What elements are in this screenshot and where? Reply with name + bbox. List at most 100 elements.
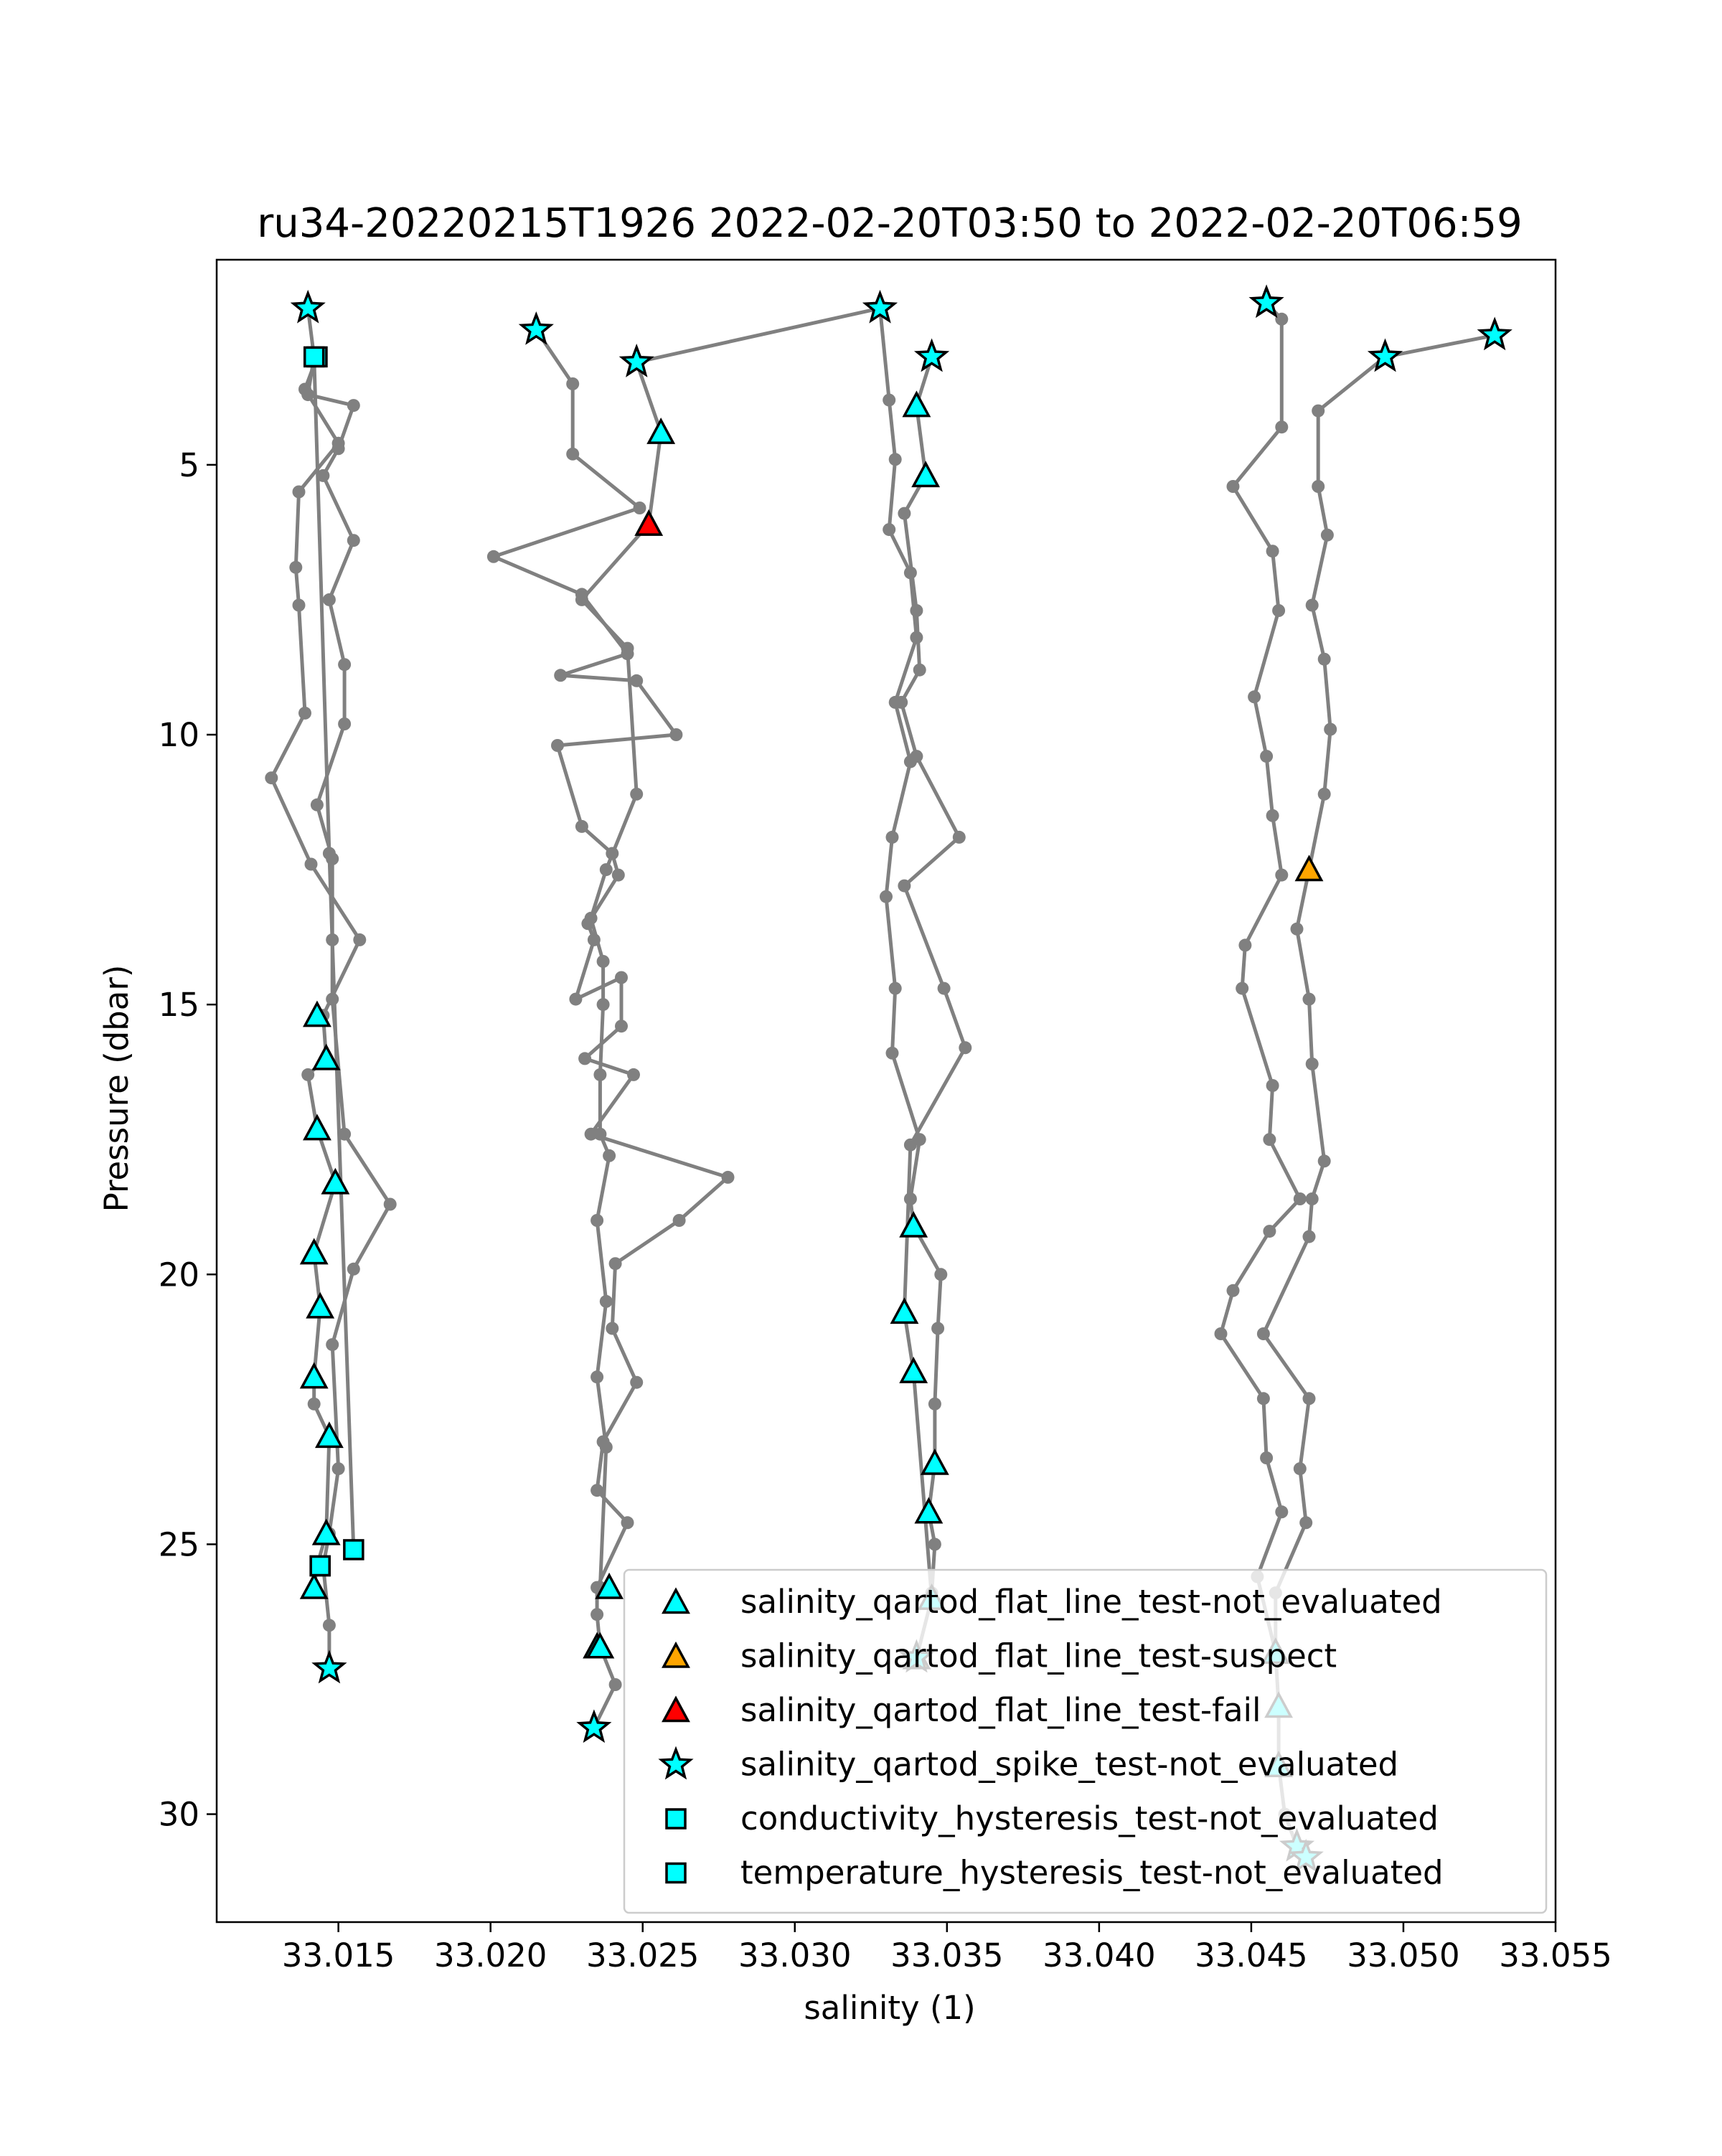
- profile-point: [599, 1441, 613, 1454]
- profile-point: [903, 1138, 917, 1152]
- profile-point: [952, 830, 966, 844]
- profile-point: [630, 674, 644, 687]
- profile-point: [621, 1516, 634, 1530]
- profile-point: [322, 593, 336, 606]
- profile-point: [298, 706, 311, 720]
- legend-item: salinity_qartod_flat_line_test-suspect: [662, 1637, 1337, 1675]
- profile-point: [895, 695, 908, 709]
- profile-point: [633, 502, 646, 514]
- profile-point: [1305, 598, 1319, 612]
- profile-point: [1236, 982, 1249, 995]
- profile-point: [1312, 480, 1325, 493]
- profile-point: [292, 598, 306, 612]
- chart-title: ru34-20220215T1926 2022-02-20T03:50 to 2…: [257, 200, 1522, 247]
- x-axis-label: salinity (1): [804, 1989, 975, 2027]
- profile-point: [591, 1484, 604, 1497]
- x-tick-label: 33.025: [586, 1936, 699, 1974]
- profile-point: [608, 1678, 622, 1691]
- series-6-markers: [303, 346, 331, 1577]
- triangle-marker: [1294, 855, 1324, 882]
- legend-item: salinity_qartod_flat_line_test-fail: [662, 1691, 1261, 1729]
- profile-point: [883, 523, 896, 537]
- legend-triangle-icon: [662, 1641, 690, 1668]
- profile-point: [338, 658, 352, 672]
- triangle-marker: [311, 1518, 341, 1545]
- profile-point: [1260, 1451, 1274, 1464]
- profile-point: [298, 382, 311, 396]
- x-axis-ticks: 33.015 33.020 33.025 33.030 33.035 33.040 33.0…: [282, 1922, 1612, 1974]
- star-marker: [862, 289, 898, 324]
- legend-triangle-icon: [662, 1695, 690, 1723]
- profile-point: [326, 1338, 339, 1352]
- profile-point: [486, 550, 500, 563]
- profile-point: [928, 1538, 941, 1551]
- profile-point: [322, 1619, 336, 1632]
- legend-label: conductivity_hysteresis_test-not_evaluat…: [740, 1799, 1439, 1837]
- profile-point: [1299, 1516, 1313, 1530]
- x-tick-label: 33.030: [738, 1936, 851, 1974]
- profile-point: [627, 1068, 640, 1081]
- profile-point: [608, 1257, 622, 1271]
- triangle-marker: [899, 1210, 928, 1238]
- profile-point: [1317, 1154, 1331, 1168]
- profile-point: [910, 750, 923, 763]
- y-tick-label: 30: [159, 1796, 199, 1834]
- profile-point: [1260, 750, 1274, 763]
- y-tick-label: 20: [159, 1256, 199, 1294]
- profile-line: [580, 362, 663, 1588]
- triangle-marker: [299, 1238, 329, 1265]
- square-marker: [309, 1555, 331, 1577]
- profile-point: [301, 1068, 315, 1081]
- profile-point: [1226, 480, 1240, 493]
- profile-point: [885, 1046, 899, 1060]
- profile-point: [1302, 992, 1316, 1006]
- y-axis-label: Pressure (dbar): [98, 965, 136, 1213]
- x-tick-label: 33.045: [1195, 1936, 1307, 1974]
- profile-point: [910, 604, 923, 617]
- profile-point: [1293, 1462, 1307, 1476]
- profile-point: [903, 1192, 917, 1205]
- series-3-markers: [634, 509, 664, 536]
- profile-point: [310, 798, 324, 811]
- profile-point: [383, 1197, 397, 1211]
- triangle-marker: [321, 1167, 350, 1195]
- profile-point: [1305, 1192, 1319, 1205]
- profile-point: [575, 819, 588, 833]
- profile-point: [596, 955, 610, 968]
- y-tick-label: 15: [159, 986, 199, 1024]
- plot-area-frame: [215, 258, 1557, 1924]
- legend-label: salinity_qartod_flat_line_test-fail: [740, 1691, 1261, 1729]
- profile-point: [959, 1041, 972, 1055]
- y-axis-ticks: 5 10 15 20 25 30: [159, 446, 217, 1834]
- profile-point: [937, 982, 951, 995]
- triangle-marker: [311, 1043, 341, 1070]
- profile-point: [888, 982, 902, 995]
- profile-point: [721, 1170, 735, 1184]
- legend-label: salinity_qartod_flat_line_test-not_evalu…: [740, 1583, 1442, 1621]
- star-marker: [290, 289, 326, 324]
- square-marker: [343, 1539, 364, 1560]
- profile-point: [611, 868, 625, 882]
- profile-point: [669, 728, 683, 741]
- x-tick-label: 33.040: [1043, 1936, 1155, 1974]
- triangle-marker: [914, 1497, 944, 1524]
- legend-label: salinity_qartod_spike_test-not_evaluated: [740, 1746, 1398, 1784]
- profile-point: [898, 879, 911, 893]
- triangle-marker: [902, 390, 931, 418]
- profile-point: [630, 787, 644, 801]
- profile-point: [615, 1020, 628, 1033]
- legend-item: salinity_qartod_spike_test-not_evaluated: [658, 1746, 1398, 1784]
- profile-point: [289, 560, 303, 574]
- profile-point: [575, 593, 588, 606]
- triangle-marker: [303, 1000, 331, 1027]
- legend-square-icon: [665, 1862, 687, 1884]
- profile-point: [593, 1068, 607, 1081]
- profile-point: [1317, 787, 1331, 801]
- profile-point: [1275, 1505, 1289, 1519]
- profile-point: [883, 393, 896, 407]
- profile-point: [1305, 1057, 1319, 1070]
- profile-point: [322, 847, 336, 860]
- profile-point: [1214, 1327, 1228, 1340]
- star-marker: [1367, 338, 1403, 372]
- profile-point: [347, 1262, 360, 1276]
